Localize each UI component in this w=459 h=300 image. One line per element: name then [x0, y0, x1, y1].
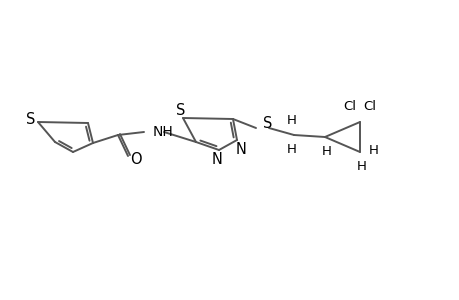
Text: H: H: [286, 113, 297, 127]
Text: O: O: [130, 152, 141, 166]
Text: S: S: [176, 103, 185, 118]
Text: H: H: [368, 143, 378, 157]
Text: Cl: Cl: [343, 100, 356, 112]
Text: S: S: [26, 112, 36, 127]
Text: N: N: [211, 152, 222, 166]
Text: Cl: Cl: [363, 100, 375, 112]
Text: N: N: [235, 142, 246, 157]
Text: H: H: [356, 160, 366, 172]
Text: H: H: [321, 145, 331, 158]
Text: H: H: [286, 142, 297, 155]
Text: S: S: [263, 116, 272, 130]
Text: NH: NH: [153, 125, 174, 139]
